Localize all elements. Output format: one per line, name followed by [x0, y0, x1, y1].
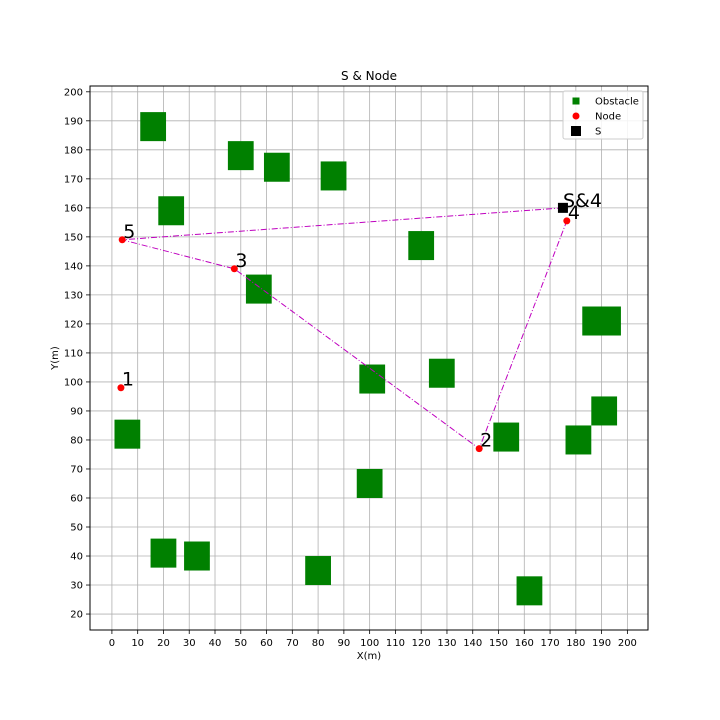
- x-tick-label: 180: [566, 638, 585, 649]
- x-ticks: 0 10 20 30 40 50 60 70 80 90 100 110 120 130 140 150 160…: [109, 630, 637, 649]
- x-tick-label: 90: [338, 638, 351, 649]
- y-tick-label: 110: [64, 348, 83, 359]
- obstacle: [227, 141, 254, 171]
- nodes: 1 2 3 4 5: [117, 202, 580, 453]
- node-label: 2: [480, 430, 492, 452]
- obstacle: [305, 556, 331, 586]
- obstacles: [114, 112, 621, 606]
- obstacle: [591, 396, 618, 426]
- y-tick-label: 120: [64, 319, 83, 330]
- path-polyline: [122, 207, 568, 450]
- node-point: [117, 384, 125, 392]
- node-point: [563, 217, 571, 225]
- y-tick-label: 100: [64, 377, 83, 388]
- sink: S&4: [557, 190, 602, 213]
- x-tick-label: 80: [312, 638, 325, 649]
- obstacle: [184, 541, 210, 571]
- y-tick-label: 130: [64, 290, 83, 301]
- obstacle: [150, 538, 177, 568]
- obstacle: [493, 422, 520, 452]
- node-point: [118, 236, 126, 244]
- node-label: 1: [122, 369, 134, 391]
- legend-box: [562, 90, 644, 140]
- x-tick-label: 200: [618, 638, 637, 649]
- y-tick-label: 150: [64, 232, 83, 243]
- y-tick-label: 180: [64, 145, 83, 156]
- y-ticks: 20 30 40 50 60 70 80 90 100 110 120 130 140 150 160 170…: [64, 87, 90, 621]
- plot-frame: [89, 85, 649, 631]
- obstacle: [428, 358, 455, 388]
- x-tick-label: 110: [386, 638, 405, 649]
- y-tick-label: 80: [70, 435, 83, 446]
- legend-marker: [572, 97, 580, 105]
- x-tick-label: 140: [463, 638, 482, 649]
- grid: [90, 86, 648, 630]
- obstacle: [114, 419, 141, 449]
- x-axis-label: X(m): [357, 651, 381, 662]
- x-tick-label: 30: [183, 638, 196, 649]
- y-tick-label: 140: [64, 261, 83, 272]
- legend-label: S: [595, 127, 601, 138]
- x-tick-label: 190: [592, 638, 611, 649]
- x-tick-label: 130: [437, 638, 456, 649]
- obstacle: [516, 576, 543, 606]
- chart-title: S & Node: [341, 69, 397, 83]
- obstacle: [356, 468, 383, 498]
- x-tick-label: 70: [286, 638, 299, 649]
- y-tick-label: 60: [70, 493, 83, 504]
- obstacle: [320, 161, 347, 191]
- path-line: [122, 207, 568, 450]
- x-tick-label: 100: [360, 638, 379, 649]
- x-tick-label: 40: [209, 638, 222, 649]
- y-tick-label: 30: [70, 581, 83, 592]
- obstacle: [565, 425, 592, 455]
- y-tick-label: 90: [70, 406, 83, 417]
- legend-marker: [572, 112, 580, 120]
- x-tick-label: 10: [131, 638, 144, 649]
- legend: Obstacle Node S: [562, 90, 644, 140]
- node-label: 4: [568, 202, 580, 224]
- x-tick-label: 160: [515, 638, 534, 649]
- obstacle: [245, 274, 272, 304]
- x-tick-label: 0: [109, 638, 115, 649]
- node-point: [475, 445, 483, 453]
- node-label: 3: [235, 250, 247, 272]
- y-tick-label: 170: [64, 174, 83, 185]
- y-tick-label: 70: [70, 464, 83, 475]
- x-tick-label: 120: [412, 638, 431, 649]
- y-tick-label: 40: [70, 552, 83, 563]
- x-tick-label: 150: [489, 638, 508, 649]
- obstacle: [408, 231, 435, 261]
- x-tick-label: 60: [260, 638, 273, 649]
- obstacle: [263, 152, 290, 182]
- y-axis-label: Y(m): [50, 346, 61, 371]
- y-tick-label: 50: [70, 523, 83, 534]
- y-tick-label: 190: [64, 116, 83, 127]
- obstacle: [140, 112, 167, 142]
- y-tick-label: 200: [64, 87, 83, 98]
- legend-label: Obstacle: [595, 97, 639, 108]
- obstacle: [359, 364, 386, 394]
- node-point: [230, 265, 238, 273]
- node-label: 5: [123, 221, 135, 243]
- obstacle: [582, 306, 621, 336]
- x-tick-label: 170: [541, 638, 560, 649]
- legend-label: Node: [595, 112, 621, 123]
- x-tick-label: 20: [157, 638, 170, 649]
- sink-marker: [557, 202, 568, 213]
- obstacle: [158, 196, 185, 226]
- sink-label: S&4: [563, 190, 602, 212]
- y-tick-label: 20: [70, 610, 83, 621]
- x-tick-label: 50: [234, 638, 247, 649]
- legend-marker: [571, 126, 581, 136]
- y-tick-label: 160: [64, 203, 83, 214]
